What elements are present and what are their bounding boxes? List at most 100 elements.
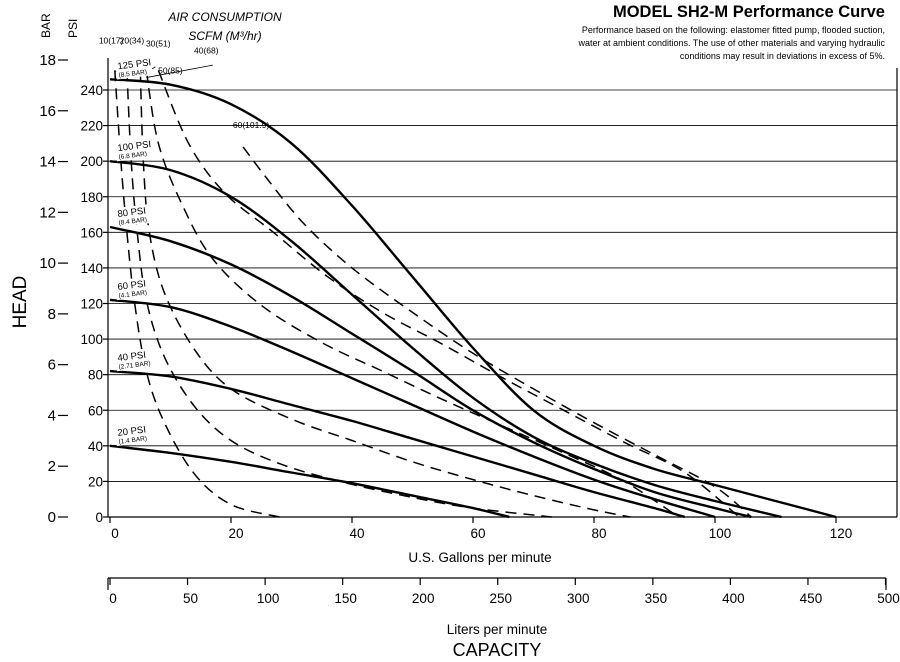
grid-layer [108,89,897,482]
chart-title: MODEL SH2-M Performance Curve [613,3,885,21]
pressure-curve-name-3: 60 PSI [117,279,147,293]
psi-tick-label-4: 80 [88,368,103,383]
air-curve-label-3: 40(68) [194,45,219,55]
y-unit-psi: PSI [66,19,80,38]
psi-tick-label-0: 0 [95,510,103,525]
pressure-curve-sub-0: (8.5 BAR) [118,69,147,79]
lpm-tick-label-1: 50 [183,591,198,606]
y-unit-bar: BAR [39,13,53,38]
lpm-tick-label-6: 300 [567,591,590,606]
pressure-curve-name-5: 20 PSI [117,424,147,438]
psi-tick-label-3: 60 [88,403,103,418]
pressure-curve-4 [109,369,686,519]
pressure-curve-5 [109,444,510,519]
pressure-curve-sub-2: (8.4 BAR) [118,217,147,227]
x-axis-label-lpm: Liters per minute [447,622,548,637]
bar-tick-label-1: 2 [48,458,56,475]
bar-tick-label-3: 6 [48,357,56,374]
air-curves: 10(17)20(34) 30(51) 40(68) 50(85) 60(101.9) [99,35,752,518]
gpm-tick-label-1: 20 [228,526,243,541]
pressure-curve-sub-5: (1.4 BAR) [118,435,147,445]
pressure-curve-0 [109,78,837,519]
chart-subtitle-line-2: water at ambient conditions. The use of … [578,38,886,48]
lpm-tick-label-0: 0 [109,591,117,606]
pressure-curve-name-2: 80 PSI [117,206,147,220]
x-axis-label-gpm: U.S. Gallons per minute [408,550,551,565]
psi-tick-label-2: 40 [88,439,103,454]
pressure-curve-label-5: 20 PSI(1.4 BAR) [114,422,153,447]
bar-tick-label-9: 18 [39,52,56,69]
air-curve-2 [139,70,631,518]
pressure-curve-label-4: 40 PSI(2.71 BAR) [114,348,153,372]
psi-tick-label-9: 180 [80,190,103,205]
lpm-tick-label-3: 150 [334,591,357,606]
psi-tick-label-6: 120 [80,297,103,312]
pressure-label-bg-1 [114,138,153,162]
pressure-curve-2 [109,225,752,519]
air-curve-1 [126,70,552,518]
air-curve-label-5: 60(101.9) [233,120,270,130]
air-curve-label-4: 50(85) [158,65,183,75]
bar-tick-label-0: 0 [48,509,56,526]
gpm-tick-label-6: 120 [830,526,853,541]
gpm-tick-label-4: 80 [591,526,606,541]
psi-tick-label-10: 200 [80,154,103,169]
gpm-tick-label-0: 0 [111,526,119,541]
pressure-label-bg-0 [114,56,153,80]
bar-tick-label-8: 16 [39,103,56,120]
pressure-curve-1 [109,160,782,519]
pressure-curve-3 [109,298,716,519]
lpm-tick-label-8: 400 [722,591,745,606]
lpm-tick-label-7: 350 [645,591,668,606]
air-curve-5 [242,146,752,518]
lpm-tick-label-4: 200 [412,591,435,606]
air-consumption-units: SCFM (M³/hr) [188,29,261,43]
air-curve-3 [145,70,680,518]
psi-tick-label-12: 240 [80,83,103,98]
pressure-curve-label-2: 80 PSI(8.4 BAR) [114,203,153,228]
pressure-curve-sub-3: (4.1 BAR) [118,289,147,299]
bar-tick-label-7: 14 [39,154,56,171]
psi-tick-label-11: 220 [80,119,103,134]
chart-subtitle-line-1: Performance based on the following: elas… [582,25,885,35]
pressure-label-bg-5 [114,422,153,447]
pressure-curve-sub-4: (2.71 BAR) [118,360,151,371]
bar-tick-label-2: 4 [48,407,56,424]
gpm-tick-label-2: 40 [349,526,364,541]
air-curve-label-2: 30(51) [146,38,171,48]
lpm-tick-label-9: 450 [800,591,823,606]
pressure-curve-label-0: 125 PSI(8.5 BAR) [114,56,153,80]
pressure-curve-label-1: 100 PSI(6.8 BAR) [114,138,153,162]
lpm-tick-label-5: 250 [489,591,512,606]
air-curve-label-1: 20(34) [120,35,145,45]
bar-tick-label-6: 12 [39,204,56,221]
pressure-curve-sub-1: (6.8 BAR) [118,151,147,161]
pressure-curve-name-4: 40 PSI [117,350,147,364]
psi-tick-label-8: 160 [80,225,103,240]
chart-subtitle-line-3: conditions may result in deviations in e… [680,51,885,61]
bar-tick-label-5: 10 [39,255,56,272]
psi-tick-label-1: 20 [88,474,103,489]
air-curve-label-0: 10(17) [99,35,124,45]
pressure-label-bg-2 [114,203,153,228]
lpm-tick-label-10: 500 [877,591,900,606]
lpm-tick-label-2: 100 [257,591,280,606]
pressure-curves: 125 PSI(8.5 BAR)100 PSI(6.8 BAR)80 PSI(8… [109,56,837,519]
y-axis-label: HEAD [10,276,31,329]
pressure-curve-name-1: 100 PSI [117,139,152,154]
psi-tick-label-7: 140 [80,261,103,276]
air-curve-4 [157,70,740,518]
gpm-tick-label-5: 100 [709,526,732,541]
capacity-label: CAPACITY [453,640,542,660]
axes: 0204060801001201401601802002202400246810… [39,52,899,606]
pressure-label-bg-3 [114,276,153,301]
air-consumption-label: AIR CONSUMPTION [167,10,282,24]
pressure-curve-label-3: 60 PSI(4.1 BAR) [114,276,153,301]
gpm-tick-label-3: 60 [470,526,485,541]
pressure-curve-name-0: 125 PSI [117,57,152,72]
air-leader-3 [146,64,213,78]
pressure-label-bg-4 [114,348,153,372]
bar-tick-label-4: 8 [48,306,56,323]
psi-tick-label-5: 100 [80,332,103,347]
